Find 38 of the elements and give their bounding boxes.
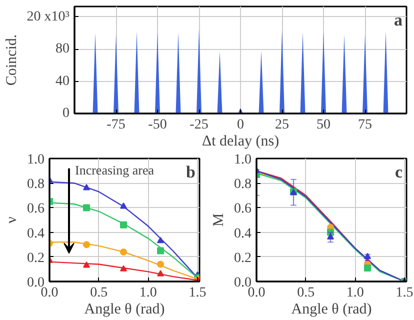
annotation: Increasing area — [75, 162, 154, 178]
y-axis-title: M — [211, 213, 227, 227]
x-tick-label: 1.5 — [396, 286, 414, 300]
x-tick-label: -75 — [106, 118, 126, 132]
annotation: a — [394, 10, 403, 30]
x-tick-label: 1.5 — [188, 286, 206, 300]
annotation: c — [394, 162, 403, 182]
x-axis-title: Δt delay (ns) — [202, 134, 280, 150]
y-tick-label: 0.6 — [234, 202, 252, 217]
x-tick-label: -50 — [148, 118, 167, 132]
x-tick-label: 0.5 — [90, 286, 108, 300]
y-tick-label: 0.8 — [234, 177, 252, 192]
text: 20 x10³ — [26, 9, 70, 24]
y-tick-label: 1.0 — [27, 152, 44, 168]
x-tick-label: 75 — [358, 118, 372, 132]
y-tick-label: 40 — [56, 74, 70, 89]
x-tick-label: 1.0 — [346, 286, 364, 300]
x-tick-label: -25 — [190, 118, 208, 132]
y-tick-label: 0.4 — [234, 226, 252, 242]
y-tick-label: 0.2 — [27, 250, 44, 266]
annotation: b — [186, 162, 196, 182]
y-tick-label: 1.0 — [234, 152, 252, 168]
x-axis-title: Angle θ (rad) — [84, 302, 165, 318]
x-tick-label: 1.0 — [139, 286, 157, 300]
x-axis-title: Angle θ (rad) — [291, 302, 372, 318]
y-tick-label: 0.6 — [27, 202, 44, 217]
y-tick-label: 0.2 — [234, 250, 252, 266]
y-tick-label: 0 — [62, 106, 70, 121]
y-tick-label: 80 — [56, 42, 70, 57]
y-tick-label: 0.8 — [27, 177, 44, 192]
x-tick-label: 25 — [275, 118, 289, 132]
x-tick-label: 0.0 — [40, 286, 58, 300]
x-tick-label: 50 — [316, 118, 330, 132]
y-axis-title: ν — [4, 216, 20, 224]
x-tick-label: 0.0 — [248, 286, 266, 300]
y-tick-label: 0.4 — [27, 226, 44, 242]
y-axis-title: Coincid. — [4, 34, 20, 86]
x-tick-label: 0.5 — [297, 286, 315, 300]
